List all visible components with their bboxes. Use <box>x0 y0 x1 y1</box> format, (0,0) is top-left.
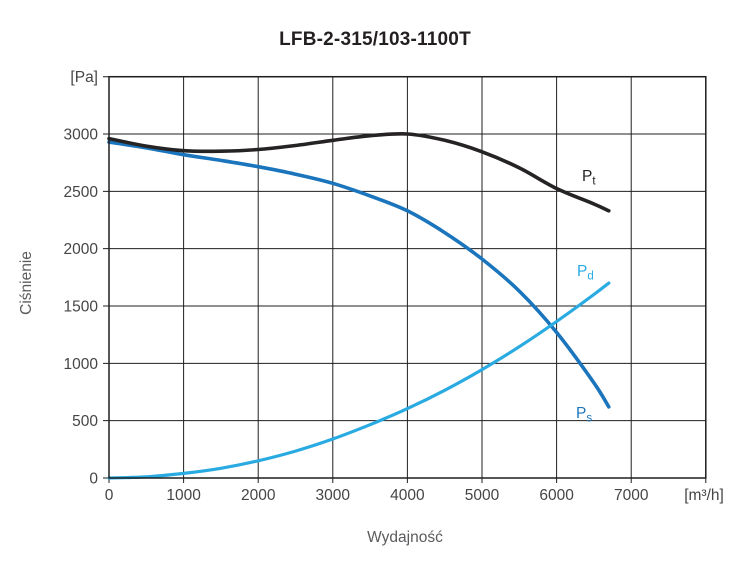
curve-pt <box>107 132 611 213</box>
chart-title: LFB-2-315/103-1100T <box>279 29 471 50</box>
y-tick-label: 0 <box>89 471 98 488</box>
y-tick-label: 2500 <box>64 184 99 201</box>
x-tick-label: 1000 <box>166 487 201 504</box>
x-tick-label: 7000 <box>614 487 649 504</box>
y-tick-label: 1500 <box>64 299 99 316</box>
x-tick-label: 6000 <box>539 487 574 504</box>
y-axis-title: Ciśnienie <box>18 251 35 315</box>
plot-frame <box>108 75 707 479</box>
x-tick-label: 5000 <box>465 487 500 504</box>
y-tick-label: 1000 <box>64 356 99 373</box>
x-tick-label: 2000 <box>241 487 276 504</box>
plot-border <box>108 75 707 479</box>
curve-label-pt: Pt <box>582 168 596 188</box>
curve-label-ps: Ps <box>576 405 592 425</box>
x-axis-unit-label: [m³/h] <box>684 487 724 504</box>
x-axis-title: Wydajność <box>367 529 443 546</box>
pressure-curves <box>107 132 611 480</box>
curve-label-pd: Pd <box>577 263 594 283</box>
tick-labels: 0 1000 2000 3000 4000 5000 6000 7000 0 500 1000 150… <box>64 127 649 504</box>
x-tick-label: 0 <box>105 487 114 504</box>
y-tick-label: 500 <box>72 413 98 430</box>
grid-lines <box>103 76 707 483</box>
y-tick-label: 3000 <box>64 127 99 144</box>
curve-pd <box>107 281 611 480</box>
x-tick-label: 3000 <box>316 487 351 504</box>
x-tick-label: 4000 <box>390 487 425 504</box>
y-tick-label: 2000 <box>64 241 99 258</box>
y-axis-unit-label: [Pa] <box>70 69 98 86</box>
curve-ps <box>107 140 611 409</box>
